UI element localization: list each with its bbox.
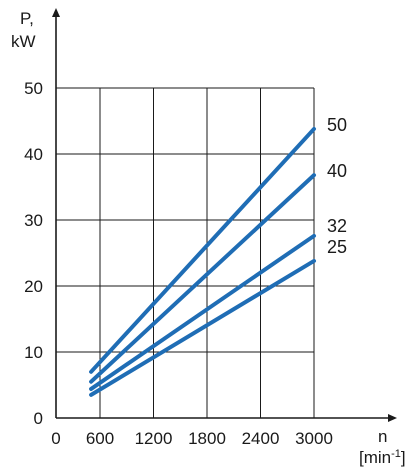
x-axis-unit-post: ] bbox=[401, 448, 406, 467]
y-tick-label: 0 bbox=[34, 409, 43, 428]
x-tick-label: 2400 bbox=[242, 429, 280, 448]
y-axis-label-line2: kW bbox=[11, 32, 36, 51]
y-tick-labels: 0 10 20 30 40 50 bbox=[24, 79, 43, 428]
y-axis-label-line1: P, bbox=[20, 9, 34, 28]
series-label-50: 50 bbox=[327, 115, 347, 135]
series-line-50 bbox=[89, 126, 316, 374]
x-tick-label: 0 bbox=[51, 429, 60, 448]
y-tick-label: 40 bbox=[24, 145, 43, 164]
y-tick-label: 50 bbox=[24, 79, 43, 98]
series-label-40: 40 bbox=[327, 161, 347, 181]
x-tick-label: 600 bbox=[86, 429, 114, 448]
series-label-32: 32 bbox=[327, 216, 347, 236]
x-axis-label-line1: n bbox=[378, 427, 387, 446]
x-axis-unit-sup: -1 bbox=[391, 448, 401, 460]
series-line-25 bbox=[89, 258, 316, 397]
x-axis-unit-pre: [min bbox=[359, 448, 391, 467]
series-label-25: 25 bbox=[327, 237, 347, 257]
series-line-40 bbox=[89, 173, 316, 384]
series-lines bbox=[89, 126, 316, 397]
y-tick-label: 10 bbox=[24, 343, 43, 362]
y-tick-label: 20 bbox=[24, 277, 43, 296]
x-tick-label: 1800 bbox=[188, 429, 226, 448]
x-tick-label: 1200 bbox=[135, 429, 173, 448]
plot-grid bbox=[56, 87, 315, 418]
x-tick-label: 3000 bbox=[295, 429, 333, 448]
x-tick-labels: 0 600 1200 1800 2400 3000 bbox=[51, 429, 333, 448]
y-tick-label: 30 bbox=[24, 211, 43, 230]
series-line-32 bbox=[89, 233, 316, 391]
x-axis-label-line2: [min-1] bbox=[359, 448, 406, 467]
